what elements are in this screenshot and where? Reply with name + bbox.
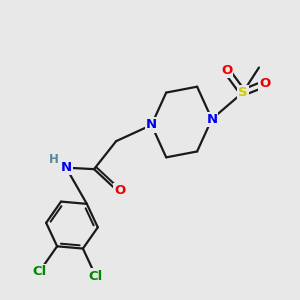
Text: H: H [49, 153, 59, 166]
Text: N: N [206, 112, 218, 126]
Text: N: N [146, 118, 157, 131]
Text: N: N [61, 161, 72, 174]
Text: O: O [114, 184, 126, 197]
Text: O: O [259, 77, 271, 90]
Text: Cl: Cl [33, 265, 47, 278]
Text: S: S [238, 86, 247, 99]
Text: Cl: Cl [88, 270, 103, 283]
Text: O: O [221, 64, 232, 77]
